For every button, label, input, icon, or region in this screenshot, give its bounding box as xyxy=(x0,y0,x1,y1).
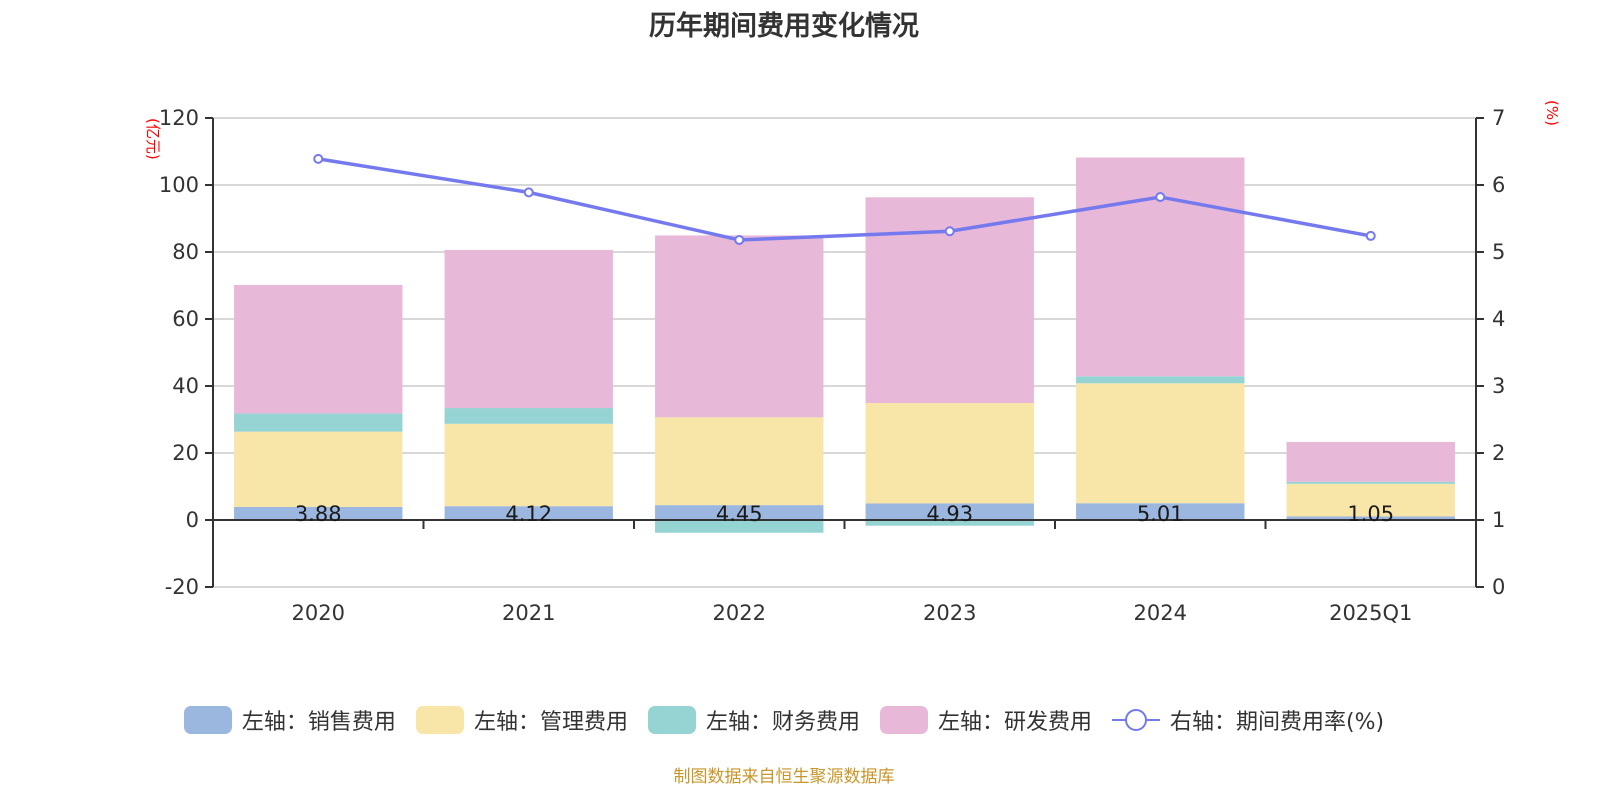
bar-value-label: 5.01 xyxy=(1137,502,1184,526)
bar-segment-sales[interactable] xyxy=(655,505,824,520)
left-axis-tick-label: 60 xyxy=(172,307,199,331)
legend-label-expense-ratio: 右轴：期间费用率(%) xyxy=(1169,710,1385,735)
x-axis-category-label: 2025Q1 xyxy=(1329,601,1412,625)
legend-item-admin[interactable]: 左轴：管理费用 xyxy=(415,704,628,736)
line-series-layer xyxy=(313,153,1376,245)
legend-line-circle-icon xyxy=(1111,709,1160,731)
left-axis-tick-label: -20 xyxy=(165,575,199,599)
bar-segment-sales[interactable] xyxy=(234,507,403,520)
legend-label-rd: 左轴：研发费用 xyxy=(937,710,1092,735)
bar-segment-finance[interactable] xyxy=(234,413,403,432)
bar-segment-rd[interactable] xyxy=(1286,441,1455,482)
bar-segment-admin[interactable] xyxy=(1286,483,1455,517)
left-axis-tick-label: 40 xyxy=(172,374,199,398)
legend-item-rd[interactable]: 左轴：研发费用 xyxy=(879,704,1092,736)
left-axis-unit-label: (亿元) xyxy=(144,118,162,160)
bar-value-label: 4.45 xyxy=(716,502,763,526)
data-source-footer: 制图数据来自恒生聚源数据库 xyxy=(673,767,895,787)
legend-swatch-sales xyxy=(183,706,232,734)
x-axis-category-label: 2023 xyxy=(923,601,976,625)
x-axis-category-label: 2022 xyxy=(713,601,766,625)
right-axis-tick-label: 4 xyxy=(1492,307,1505,331)
left-axis-tick-label: 0 xyxy=(186,508,199,532)
bar-segment-finance[interactable] xyxy=(655,520,824,533)
left-axis-tick-label: 100 xyxy=(159,173,199,197)
right-axis-tick-label: 6 xyxy=(1492,173,1505,197)
bar-segment-rd[interactable] xyxy=(444,249,613,409)
legend-item-expense-ratio[interactable]: 右轴：期间费用率(%) xyxy=(1111,704,1385,736)
bar-segment-admin[interactable] xyxy=(655,417,824,506)
expense-ratio-point[interactable] xyxy=(734,234,745,245)
legend-swatch-finance xyxy=(647,706,696,734)
chart-title: 历年期间费用变化情况 xyxy=(649,11,919,42)
right-axis-tick-label: 0 xyxy=(1492,575,1505,599)
expense-ratio-line xyxy=(317,157,1372,242)
bar-value-label: 1.05 xyxy=(1347,502,1394,526)
bar-segment-admin[interactable] xyxy=(234,431,403,508)
legend-label-finance: 左轴：财务费用 xyxy=(705,710,860,735)
legend-item-finance[interactable]: 左轴：财务费用 xyxy=(647,704,860,736)
expense-ratio-point[interactable] xyxy=(1365,230,1376,241)
left-axis-tick-label: 20 xyxy=(172,441,199,465)
right-axis-tick-label: 3 xyxy=(1492,374,1505,398)
expense-ratio-point[interactable] xyxy=(1155,192,1166,203)
bar-segment-finance[interactable] xyxy=(1076,376,1245,384)
left-axis-tick-label: 120 xyxy=(159,106,199,130)
x-axis-category-label: 2021 xyxy=(502,601,555,625)
right-axis-unit-label: (%) xyxy=(1543,100,1561,126)
bar-segment-rd[interactable] xyxy=(234,284,403,414)
bar-segment-finance[interactable] xyxy=(1286,481,1455,484)
bar-value-label: 3.88 xyxy=(295,502,342,526)
right-axis-tick-label: 2 xyxy=(1492,441,1505,465)
expense-ratio-point[interactable] xyxy=(523,187,534,198)
bar-segment-sales[interactable] xyxy=(444,506,613,520)
bar-value-label: 4.12 xyxy=(505,502,552,526)
bar-labels: 3.88 4.12 4.45 4.93 5.01 1.05 xyxy=(295,502,1394,526)
legend-label-sales: 左轴：销售费用 xyxy=(241,710,396,735)
axes: -20 0 20 40 60 80 100 120 0 1 2 3 4 5 6 7 2020 2021 2022 20… xyxy=(159,106,1505,625)
legend: 左轴：销售费用 左轴：管理费用 左轴：财务费用 左轴：研发费用 右轴：期间费用率… xyxy=(0,704,1568,736)
bar-segment-sales[interactable] xyxy=(865,503,1034,520)
legend-item-sales[interactable]: 左轴：销售费用 xyxy=(183,704,396,736)
legend-swatch-rd xyxy=(879,706,928,734)
legend-swatch-admin xyxy=(415,706,464,734)
expense-ratio-point[interactable] xyxy=(944,226,955,237)
bar-segment-sales[interactable] xyxy=(1076,503,1245,520)
legend-label-admin: 左轴：管理费用 xyxy=(473,710,628,735)
x-axis-category-label: 2024 xyxy=(1134,601,1187,625)
bar-segment-rd[interactable] xyxy=(655,235,824,418)
bar-segment-finance[interactable] xyxy=(865,520,1034,526)
x-axis-category-label: 2020 xyxy=(292,601,345,625)
bar-series-layer xyxy=(234,157,1455,533)
right-axis-tick-label: 1 xyxy=(1492,508,1505,532)
left-axis-tick-label: 80 xyxy=(172,240,199,264)
bar-segment-sales[interactable] xyxy=(1286,516,1455,520)
bar-segment-finance[interactable] xyxy=(444,408,613,424)
bar-segment-rd[interactable] xyxy=(1076,157,1245,377)
bar-segment-admin[interactable] xyxy=(1076,383,1245,504)
bar-value-label: 4.93 xyxy=(926,502,973,526)
bar-segment-admin[interactable] xyxy=(444,423,613,507)
bar-segment-admin[interactable] xyxy=(865,402,1034,504)
right-axis-tick-label: 5 xyxy=(1492,240,1505,264)
right-axis-tick-label: 7 xyxy=(1492,106,1505,130)
expense-ratio-point[interactable] xyxy=(313,153,324,164)
